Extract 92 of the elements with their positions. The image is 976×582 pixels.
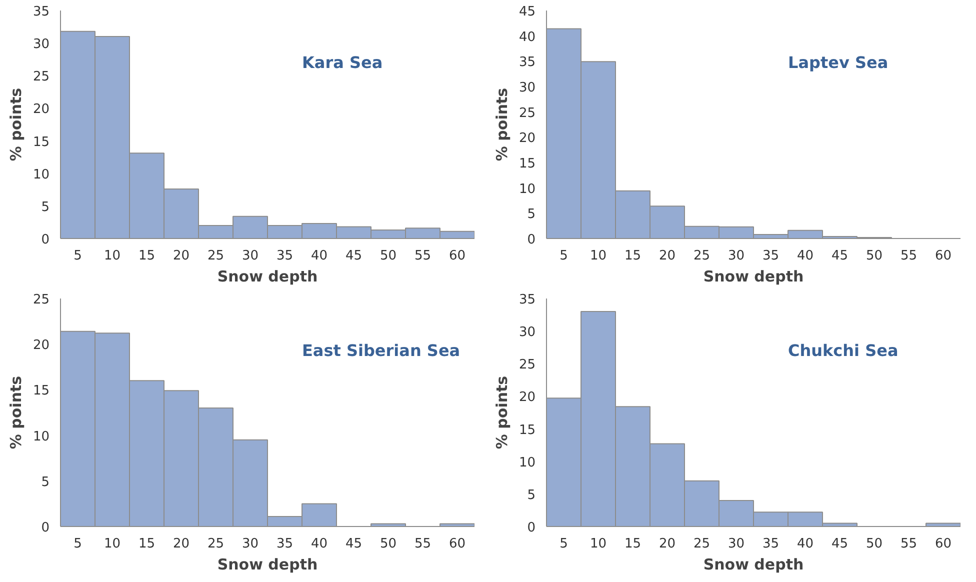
x-tick-label: 35 xyxy=(276,536,294,552)
x-tick-label: 5 xyxy=(74,248,82,264)
x-tick-label: 40 xyxy=(310,248,328,264)
y-tick-label: 5 xyxy=(41,474,50,490)
y-axis-title: % points xyxy=(6,376,25,450)
x-tick-label: 45 xyxy=(345,248,362,264)
x-tick-label: 50 xyxy=(380,248,397,264)
y-tick-label: 35 xyxy=(518,292,536,308)
x-tick-label: 60 xyxy=(448,248,466,264)
y-axis-title: % points xyxy=(492,376,511,450)
y-tick-label: 15 xyxy=(32,384,50,399)
text: Chukchi Sea xyxy=(788,341,898,360)
x-tick-label: 5 xyxy=(560,248,568,264)
x-tick-label: 30 xyxy=(728,536,745,552)
y-tick-label: 35 xyxy=(518,55,536,70)
y-axis-title: % points xyxy=(492,88,511,162)
x-tick-label: 25 xyxy=(207,248,224,264)
y-tick-label: 15 xyxy=(32,134,50,150)
text: Laptev Sea xyxy=(788,53,888,72)
x-axis-title: Snow depth xyxy=(217,556,318,574)
x-tick-label: 35 xyxy=(276,248,294,264)
x-tick-label: 10 xyxy=(104,248,121,264)
y-tick-label: 20 xyxy=(518,390,536,406)
x-tick-label: 40 xyxy=(796,248,814,264)
x-tick-label: 55 xyxy=(414,248,432,264)
y-tick-label: 20 xyxy=(32,102,50,118)
x-axis-title: Snow depth xyxy=(703,268,804,286)
x-tick-label: 15 xyxy=(624,536,642,552)
text: East Siberian Sea xyxy=(302,341,460,360)
x-tick-label: 45 xyxy=(831,536,848,552)
y-tick-label: 25 xyxy=(518,106,536,121)
x-tick-label: 5 xyxy=(74,536,82,552)
y-tick-label: 0 xyxy=(527,232,536,248)
y-tick-label: 30 xyxy=(518,80,536,96)
x-tick-label: 15 xyxy=(138,536,156,552)
x-tick-label: 45 xyxy=(345,536,362,552)
y-tick-label: 35 xyxy=(32,4,50,20)
x-tick-label: 20 xyxy=(172,248,190,264)
y-tick-label: 5 xyxy=(41,200,50,215)
x-tick-label: 10 xyxy=(104,536,121,552)
x-tick-label: 30 xyxy=(728,248,745,264)
x-tick-label: 30 xyxy=(242,248,259,264)
y-tick-label: 0 xyxy=(41,232,50,248)
x-tick-label: 15 xyxy=(624,248,642,264)
y-tick-label: 40 xyxy=(518,30,536,45)
x-tick-label: 60 xyxy=(934,248,952,264)
x-tick-label: 30 xyxy=(242,536,259,552)
y-tick-label: 10 xyxy=(518,455,536,470)
y-tick-label: 45 xyxy=(518,4,536,20)
x-tick-label: 25 xyxy=(693,248,710,264)
x-tick-label: 5 xyxy=(560,536,568,552)
x-tick-label: 55 xyxy=(900,536,918,552)
x-tick-label: 20 xyxy=(172,536,190,552)
y-tick-label: 10 xyxy=(32,167,50,182)
y-tick-label: 0 xyxy=(527,520,536,536)
x-tick-label: 35 xyxy=(762,536,780,552)
x-tick-label: 60 xyxy=(934,536,952,552)
x-tick-label: 10 xyxy=(590,248,607,264)
y-tick-label: 0 xyxy=(41,520,50,536)
x-tick-label: 60 xyxy=(448,536,466,552)
text: Kara Sea xyxy=(302,53,383,72)
x-tick-label: 15 xyxy=(138,248,156,264)
x-tick-label: 55 xyxy=(900,248,918,264)
x-tick-label: 55 xyxy=(414,536,432,552)
y-tick-label: 25 xyxy=(518,358,536,373)
x-tick-label: 20 xyxy=(658,536,676,552)
y-tick-label: 25 xyxy=(32,292,50,308)
y-tick-label: 30 xyxy=(32,37,50,52)
x-tick-label: 50 xyxy=(866,248,883,264)
y-tick-label: 5 xyxy=(527,207,536,222)
x-tick-label: 25 xyxy=(207,536,224,552)
x-tick-label: 40 xyxy=(310,536,328,552)
x-tick-label: 50 xyxy=(380,536,397,552)
y-tick-label: 20 xyxy=(518,131,536,146)
y-tick-label: 30 xyxy=(518,325,536,340)
x-axis-title: Snow depth xyxy=(703,556,804,574)
x-tick-label: 50 xyxy=(866,536,883,552)
y-tick-label: 10 xyxy=(32,429,50,444)
x-tick-label: 25 xyxy=(693,536,710,552)
x-tick-label: 45 xyxy=(831,248,848,264)
y-tick-label: 10 xyxy=(518,182,536,197)
x-tick-label: 35 xyxy=(762,248,780,264)
y-tick-label: 15 xyxy=(518,422,536,438)
y-tick-label: 5 xyxy=(527,488,536,503)
x-tick-label: 40 xyxy=(796,536,814,552)
y-tick-label: 20 xyxy=(32,338,50,354)
y-tick-label: 25 xyxy=(32,70,50,85)
y-axis-title: % points xyxy=(6,88,25,162)
x-axis-title: Snow depth xyxy=(217,268,318,286)
x-tick-label: 20 xyxy=(658,248,676,264)
x-tick-label: 10 xyxy=(590,536,607,552)
y-tick-label: 15 xyxy=(518,156,536,172)
